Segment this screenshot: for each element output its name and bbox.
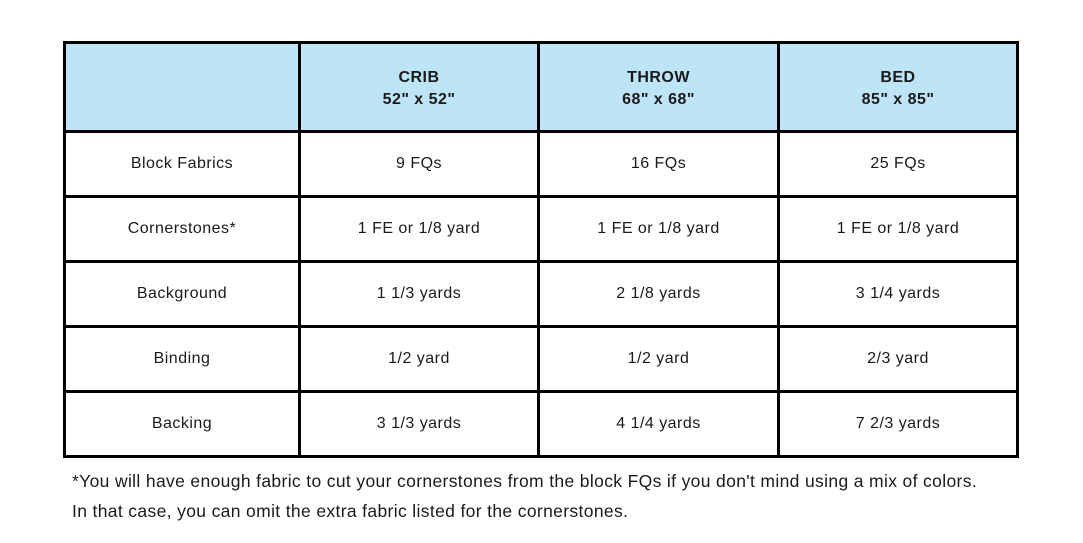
footnote-line-2: In that case, you can omit the extra fab…: [72, 501, 629, 521]
row-label: Backing: [63, 390, 301, 458]
table-cell: 3 1/4 yards: [777, 260, 1019, 328]
row-label: Block Fabrics: [63, 130, 301, 198]
header-cell-throw: THROW 68" x 68": [537, 41, 780, 133]
footnote-line-1: *You will have enough fabric to cut your…: [72, 471, 978, 491]
header-corner-cell: [63, 41, 301, 133]
table-cell: 25 FQs: [777, 130, 1019, 198]
fabric-requirements-table: CRIB 52" x 52" THROW 68" x 68" BED 85" x…: [63, 41, 1019, 458]
table-cell: 4 1/4 yards: [537, 390, 780, 458]
header-cell-bed: BED 85" x 85": [777, 41, 1019, 133]
table-row-block-fabrics: Block Fabrics 9 FQs 16 FQs 25 FQs: [63, 130, 1019, 198]
footnote: *You will have enough fabric to cut your…: [72, 466, 1052, 526]
table-cell: 1 FE or 1/8 yard: [298, 195, 540, 263]
size-name: BED: [880, 68, 916, 86]
size-dimensions: 85" x 85": [861, 91, 935, 109]
table-cell: 7 2/3 yards: [777, 390, 1019, 458]
table-cell: 2 1/8 yards: [537, 260, 780, 328]
table-cell: 1/2 yard: [537, 325, 780, 393]
table-cell: 1 FE or 1/8 yard: [777, 195, 1019, 263]
table-cell: 1 1/3 yards: [298, 260, 540, 328]
table-cell: 3 1/3 yards: [298, 390, 540, 458]
table-row-background: Background 1 1/3 yards 2 1/8 yards 3 1/4…: [63, 260, 1019, 328]
header-cell-crib: CRIB 52" x 52": [298, 41, 540, 133]
table-cell: 2/3 yard: [777, 325, 1019, 393]
table-cell: 9 FQs: [298, 130, 540, 198]
size-dimensions: 52" x 52": [382, 91, 456, 109]
size-name: THROW: [627, 68, 690, 86]
table-cell: 1/2 yard: [298, 325, 540, 393]
row-label: Binding: [63, 325, 301, 393]
row-label: Background: [63, 260, 301, 328]
size-name: CRIB: [398, 68, 440, 86]
header-row: CRIB 52" x 52" THROW 68" x 68" BED 85" x…: [63, 41, 1019, 133]
row-label: Cornerstones*: [63, 195, 301, 263]
table-row-binding: Binding 1/2 yard 1/2 yard 2/3 yard: [63, 325, 1019, 393]
table-row-cornerstones: Cornerstones* 1 FE or 1/8 yard 1 FE or 1…: [63, 195, 1019, 263]
table-cell: 1 FE or 1/8 yard: [537, 195, 780, 263]
table-row-backing: Backing 3 1/3 yards 4 1/4 yards 7 2/3 ya…: [63, 390, 1019, 458]
table-cell: 16 FQs: [537, 130, 780, 198]
size-dimensions: 68" x 68": [622, 91, 695, 109]
